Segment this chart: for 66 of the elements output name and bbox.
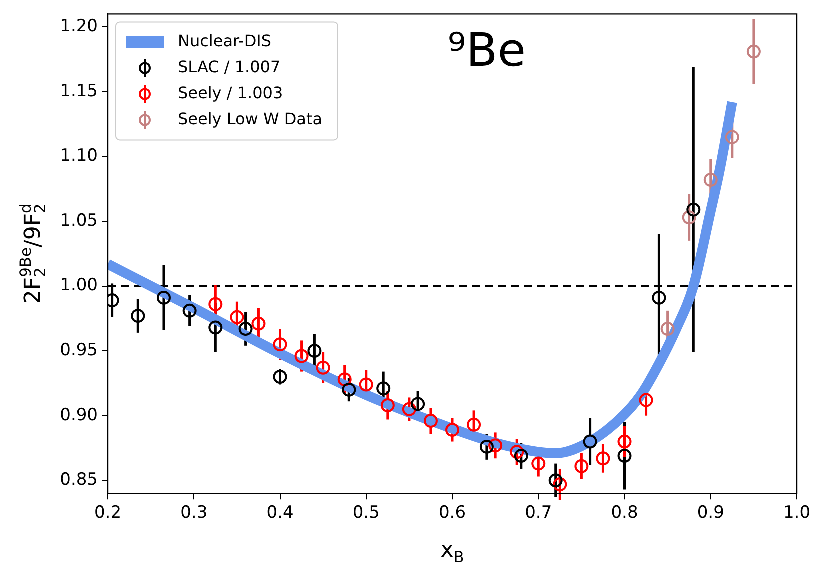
point — [639, 393, 654, 408]
point — [682, 210, 696, 225]
point — [725, 130, 740, 144]
x-tick-label: 0.6 — [438, 503, 466, 524]
legend-label: SLAC / 1.007 — [178, 57, 281, 76]
y-tick-label: 1.00 — [60, 276, 98, 296]
point — [208, 320, 223, 335]
x-tick-label: 0.9 — [697, 503, 724, 524]
point — [376, 382, 391, 396]
point — [532, 456, 546, 471]
point — [583, 434, 598, 449]
point — [446, 423, 460, 438]
chart-title: ⁹Be — [448, 23, 526, 78]
point — [548, 474, 563, 488]
x-tick-label: 0.8 — [611, 503, 638, 524]
point — [596, 452, 610, 466]
x-tick-label: 0.7 — [525, 503, 552, 524]
x-tick-label: 0.5 — [352, 503, 380, 524]
legend-label: Seely Low W Data — [178, 109, 323, 128]
point — [208, 297, 223, 312]
y-tick-label: 1.05 — [60, 210, 98, 231]
point — [411, 397, 426, 412]
point — [342, 382, 356, 397]
y-tick-label: 0.95 — [60, 340, 98, 360]
point — [704, 173, 718, 188]
point — [131, 309, 146, 324]
point — [380, 398, 395, 412]
x-tick-label: 0.3 — [180, 503, 208, 524]
point — [294, 349, 309, 364]
y-axis-title: 2F29Be/9F2d — [16, 204, 50, 304]
point — [553, 478, 568, 492]
point — [424, 414, 438, 428]
y-tick-label: 1.20 — [60, 16, 98, 37]
y-tick-label: 1.10 — [60, 146, 98, 166]
point — [514, 449, 528, 464]
x-tick-label: 0.4 — [266, 503, 294, 524]
point — [660, 322, 675, 336]
point — [510, 445, 524, 460]
point — [273, 370, 288, 384]
x-tick-label: 0.2 — [94, 503, 122, 524]
y-tick-label: 0.90 — [60, 405, 98, 426]
point — [652, 290, 666, 305]
x-tick-label: 1.0 — [783, 503, 811, 524]
legend-label: Nuclear-DIS — [178, 31, 272, 50]
point — [238, 322, 253, 336]
y-tick-label: 1.15 — [60, 81, 98, 102]
point — [252, 316, 266, 331]
point — [402, 402, 416, 416]
point — [338, 372, 352, 387]
point — [273, 338, 288, 352]
point — [182, 304, 197, 318]
point — [480, 440, 494, 454]
point — [156, 290, 171, 305]
point — [316, 360, 330, 375]
y-tick-label: 0.85 — [60, 470, 98, 490]
point — [618, 449, 632, 464]
point — [467, 418, 482, 432]
legend-label: Seely / 1.003 — [178, 83, 284, 102]
point — [359, 378, 374, 392]
point — [686, 202, 701, 217]
point — [230, 310, 244, 324]
point — [746, 44, 761, 59]
point — [488, 438, 503, 453]
point — [574, 459, 589, 474]
point — [618, 434, 632, 449]
point — [308, 344, 322, 358]
